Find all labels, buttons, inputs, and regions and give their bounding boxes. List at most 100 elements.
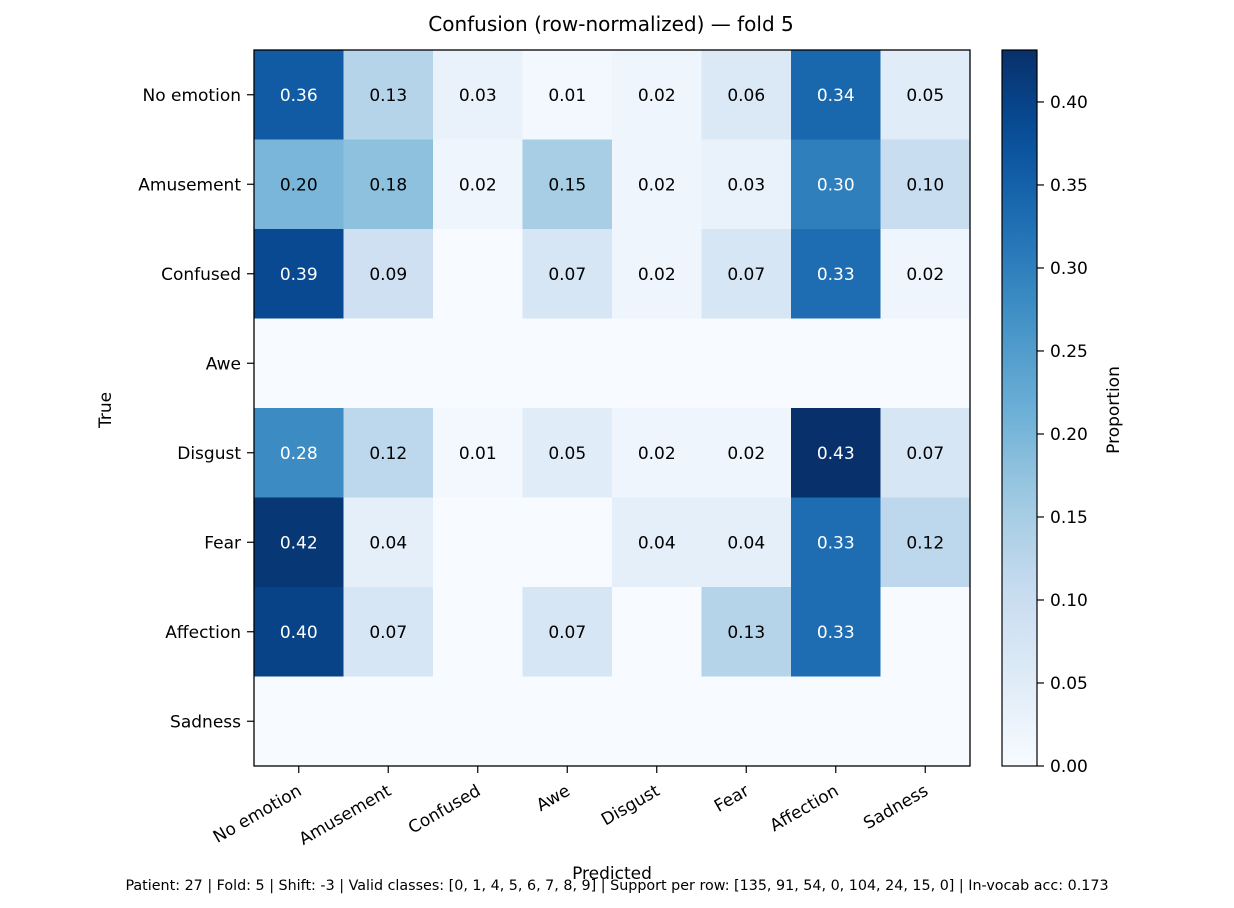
heatmap-cell: [701, 497, 792, 588]
colorbar-tick-label: 0.20: [1050, 425, 1088, 445]
colorbar-label: Proportion: [1104, 366, 1124, 454]
heatmap-cells: 0.36 0.13 0.03 0.01 0.02 0.06 0.34 0.05 0.20 0.18…: [254, 50, 971, 767]
heatmap-cell: [791, 50, 881, 140]
cell-value-label: 0.18: [369, 175, 407, 195]
cell-value-label: 0.04: [638, 533, 676, 553]
heatmap-cell: [343, 497, 434, 588]
cell-value-label: 0.01: [459, 444, 497, 464]
y-tick-label: Disgust: [177, 444, 241, 464]
heatmap-cell: [433, 50, 523, 140]
colorbar-tick-label: 0.40: [1050, 93, 1088, 113]
heatmap-cell: [254, 139, 344, 230]
cell-value-label: 0.43: [817, 444, 855, 464]
heatmap-cell: [880, 497, 971, 588]
heatmap-cell: [522, 587, 613, 677]
cell-value-label: 0.28: [280, 444, 318, 464]
cell-value-label: 0.06: [727, 86, 765, 106]
x-tick-label: Disgust: [598, 781, 664, 830]
colorbar-tick-label: 0.00: [1050, 757, 1088, 777]
colorbar-tick-label: 0.10: [1050, 591, 1088, 611]
heatmap-cell: [522, 676, 613, 767]
footer-caption: Patient: 27 | Fold: 5 | Shift: -3 | Vali…: [125, 878, 1108, 894]
colorbar-tick-label: 0.30: [1050, 259, 1088, 279]
heatmap-cell: [612, 318, 702, 409]
cell-value-label: 0.02: [638, 444, 676, 464]
heatmap-cell: [433, 497, 523, 588]
colorbar-tick-label: 0.15: [1050, 508, 1088, 528]
heatmap-cell: [612, 229, 702, 319]
y-tick-label: Amusement: [138, 175, 241, 195]
cell-value-label: 0.13: [369, 86, 407, 106]
x-tick-label: Awe: [533, 781, 574, 816]
colorbar-gradient: [1002, 50, 1037, 766]
heatmap-cell: [343, 676, 434, 767]
heatmap-cell: [791, 497, 881, 588]
heatmap-cell: [343, 50, 434, 140]
cell-value-label: 0.07: [369, 623, 407, 643]
heatmap-cell: [612, 587, 702, 677]
y-tick-label: Affection: [165, 623, 241, 643]
heatmap-cell: [522, 318, 613, 409]
heatmap-cell: [254, 50, 344, 140]
heatmap-cell: [880, 676, 971, 767]
cell-value-label: 0.15: [548, 175, 586, 195]
heatmap-cell: [522, 497, 613, 588]
colorbar-tick-label: 0.35: [1050, 176, 1088, 196]
heatmap-cell: [254, 587, 344, 677]
heatmap-cell: [522, 408, 613, 498]
heatmap-cell: [791, 318, 881, 409]
heatmap-cell: [433, 408, 523, 498]
cell-value-label: 0.33: [817, 623, 855, 643]
cell-value-label: 0.30: [817, 175, 855, 195]
heatmap-cell: [433, 676, 523, 767]
heatmap-cell: [433, 318, 523, 409]
heatmap-cell: [880, 587, 971, 677]
cell-value-label: 0.34: [817, 86, 855, 106]
heatmap-cell: [343, 408, 434, 498]
heatmap-cell: [343, 318, 434, 409]
colorbar: 0.00 0.05 0.10 0.15 0.20 0.25 0.30 0.35 0.40: [1001, 49, 1088, 777]
heatmap-cell: [701, 229, 792, 319]
heatmap-cell: [254, 408, 344, 498]
heatmap-cell: [701, 50, 792, 140]
heatmap-cell: [254, 229, 344, 319]
cell-value-label: 0.36: [280, 86, 318, 106]
heatmap-cell: [880, 408, 971, 498]
heatmap-cell: [254, 497, 344, 588]
cell-value-label: 0.02: [638, 86, 676, 106]
y-tick-label: Confused: [161, 265, 241, 285]
heatmap-cell: [343, 587, 434, 677]
cell-value-label: 0.42: [280, 533, 318, 553]
cell-value-label: 0.12: [906, 533, 944, 553]
y-tick-label: Awe: [206, 354, 241, 374]
colorbar-tick-label: 0.05: [1050, 674, 1088, 694]
heatmap-cell: [433, 139, 523, 230]
heatmap-cell: [791, 139, 881, 230]
heatmap-cell: [612, 497, 702, 588]
heatmap-cell: [701, 408, 792, 498]
cell-value-label: 0.02: [906, 265, 944, 285]
heatmap-cell: [254, 676, 344, 767]
x-tick-label: Amusement: [296, 781, 395, 850]
y-axis-ticks: No emotion Amusement Confused Awe Disgust Fea…: [138, 86, 254, 732]
x-axis-label: Predicted: [572, 864, 652, 884]
cell-value-label: 0.39: [280, 265, 318, 285]
heatmap-cell: [612, 676, 702, 767]
cell-value-label: 0.07: [727, 265, 765, 285]
heatmap-cell: [880, 318, 971, 409]
cell-value-label: 0.10: [906, 175, 944, 195]
cell-value-label: 0.20: [280, 175, 318, 195]
heatmap-cell: [522, 50, 613, 140]
heatmap-cell: [612, 50, 702, 140]
heatmap-cell: [522, 139, 613, 230]
cell-value-label: 0.07: [548, 623, 586, 643]
heatmap-cell: [791, 676, 881, 767]
cell-value-label: 0.02: [638, 265, 676, 285]
cell-value-label: 0.13: [727, 623, 765, 643]
heatmap-cell: [343, 229, 434, 319]
colorbar-frame: [1001, 49, 1038, 767]
heatmap-cell: [880, 50, 971, 140]
cell-value-label: 0.33: [817, 533, 855, 553]
heatmap-cell: [522, 229, 613, 319]
